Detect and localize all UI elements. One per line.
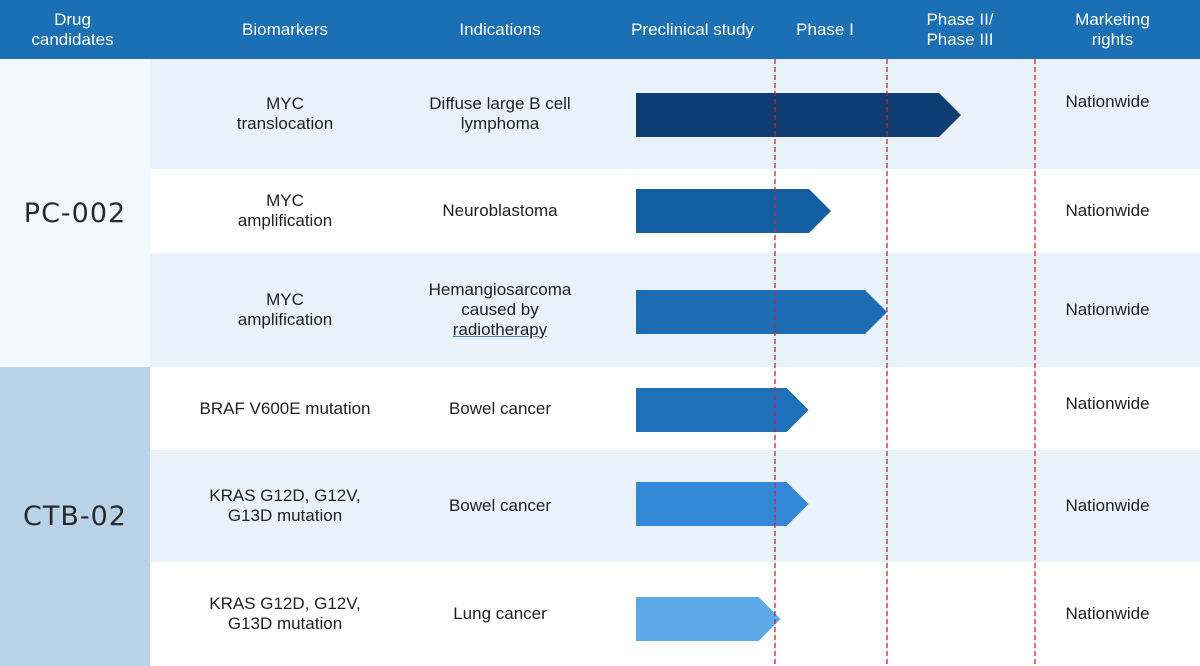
progress-arrow: [636, 93, 961, 137]
biomarker-cell: KRAS G12D, G12V, G13D mutation: [209, 486, 361, 525]
table-header: Drug candidates Biomarkers Indications P…: [0, 0, 1200, 59]
biomarker-cell: MYC amplification: [237, 290, 333, 329]
header-phase1: Phase I: [796, 19, 854, 39]
indication-underlined-word: radiotherapy: [452, 320, 548, 339]
candidate-pc-002: PC-002: [0, 59, 150, 367]
header-biomarkers: Biomarkers: [242, 19, 328, 39]
progress-arrow: [636, 388, 809, 432]
rights-cell: Nationwide: [1065, 496, 1150, 515]
biomarker-cell: MYC amplification: [237, 191, 333, 230]
rights-cell: Nationwide: [1065, 394, 1150, 413]
indication-cell: Lung cancer: [453, 604, 547, 623]
header-phase2-3: Phase II/ Phase III: [926, 9, 994, 49]
header-drug-candidates: Drug candidates: [31, 9, 114, 49]
progress-arrow: [636, 290, 887, 334]
header-preclinical: Preclinical study: [631, 19, 754, 39]
rights-cell: Nationwide: [1065, 604, 1150, 623]
indication-cell: Bowel cancer: [448, 496, 552, 515]
indication-cell: Neuroblastoma: [442, 201, 558, 220]
header-marketing-rights: Marketing rights: [1075, 9, 1150, 49]
rights-cell: Nationwide: [1065, 300, 1150, 319]
rights-cell: Nationwide: [1065, 91, 1150, 111]
indication-cell: Hemangiosarcoma caused by radiotherapy: [428, 280, 572, 339]
candidate-ctb-02: CTB-02: [0, 367, 150, 666]
progress-arrow: [636, 189, 831, 233]
biomarker-cell: BRAF V600E mutation: [199, 398, 371, 418]
progress-arrow: [636, 597, 781, 641]
biomarker-cell: KRAS G12D, G12V, G13D mutation: [209, 594, 361, 633]
indication-cell: Bowel cancer: [448, 398, 552, 418]
progress-arrow: [636, 482, 809, 526]
biomarker-cell: MYC translocation: [236, 94, 334, 133]
rights-cell: Nationwide: [1065, 201, 1150, 220]
indication-cell: Diffuse large B cell lymphoma: [429, 94, 571, 133]
header-indications: Indications: [459, 19, 541, 39]
